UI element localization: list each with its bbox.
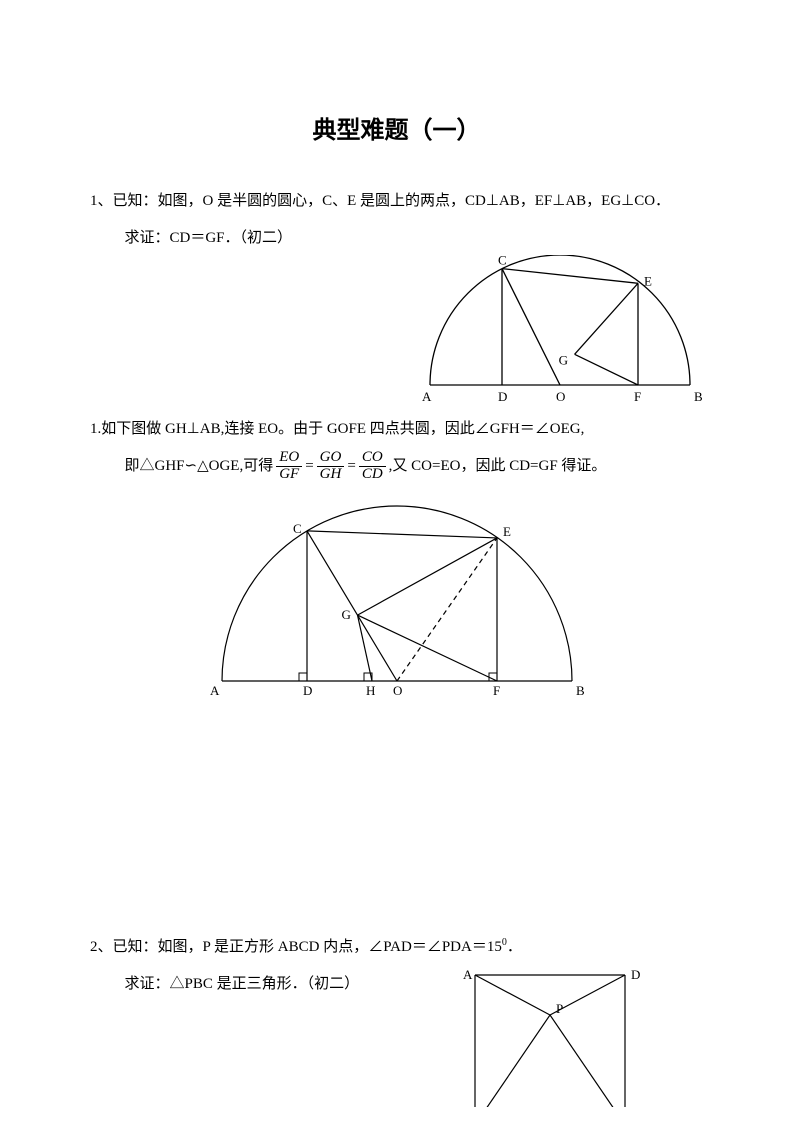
svg-text:H: H — [366, 683, 375, 698]
svg-text:G: G — [559, 352, 568, 367]
figure1-svg: A B O D F C E G — [410, 255, 710, 405]
p2-post: ． — [507, 939, 522, 955]
frac3-den: CD — [359, 467, 386, 483]
svg-text:A: A — [210, 683, 220, 698]
eq1: = — [305, 450, 313, 483]
frac2-den: GH — [317, 467, 345, 483]
page-title: 典型难题（一） — [90, 110, 703, 145]
svg-text:F: F — [493, 683, 500, 698]
svg-text:D: D — [631, 967, 640, 982]
svg-text:A: A — [463, 967, 473, 982]
figure3-svg: A D P — [460, 967, 640, 1107]
svg-text:O: O — [393, 683, 402, 698]
problem2-line1: 2、已知：如图，P 是正方形 ABCD 内点，∠PAD＝∠PDA＝150． — [90, 931, 703, 964]
svg-text:C: C — [293, 521, 302, 536]
solution1-line1: 1.如下图做 GH⊥AB,连接 EO。由于 GOFE 四点共圆，因此∠GFH＝∠… — [90, 413, 703, 446]
svg-text:E: E — [644, 273, 652, 288]
figure1-wrap: A B O D F C E G — [90, 255, 703, 405]
page: 典型难题（一） 1、已知：如图，O 是半圆的圆心，C、E 是圆上的两点，CD⊥A… — [0, 0, 793, 1122]
problem1-line2: 求证：CD＝GF．（初二） — [90, 222, 703, 255]
sol-post: ,又 CO=EO，因此 CD=GF 得证。 — [389, 450, 607, 483]
frac1-num: EO — [276, 450, 302, 466]
frac2-num: GO — [317, 450, 345, 466]
frac3-num: CO — [359, 450, 386, 466]
solution1-line2: 即△GHF∽△OGE,可得 EO GF = GO GH = CO CD ,又 C… — [90, 450, 703, 483]
svg-text:D: D — [303, 683, 312, 698]
svg-text:O: O — [556, 389, 565, 404]
svg-text:B: B — [694, 389, 703, 404]
svg-text:D: D — [498, 389, 507, 404]
problem1-line1: 1、已知：如图，O 是半圆的圆心，C、E 是圆上的两点，CD⊥AB，EF⊥AB，… — [90, 185, 703, 218]
svg-text:E: E — [503, 524, 511, 539]
frac1-den: GF — [276, 467, 302, 483]
svg-text:P: P — [556, 1001, 563, 1016]
sol-pre: 即△GHF∽△OGE,可得 — [125, 450, 274, 483]
eq2: = — [347, 450, 355, 483]
problem2-block: 2、已知：如图，P 是正方形 ABCD 内点，∠PAD＝∠PDA＝150． 求证… — [90, 931, 703, 1001]
frac2: GO GH — [317, 450, 345, 483]
svg-text:G: G — [341, 607, 350, 622]
svg-text:A: A — [422, 389, 432, 404]
frac3: CO CD — [359, 450, 386, 483]
svg-text:F: F — [634, 389, 641, 404]
figure2-svg: A B O D F H C E G — [197, 491, 597, 701]
svg-text:C: C — [498, 255, 507, 268]
frac1: EO GF — [276, 450, 302, 483]
p2-pre: 2、已知：如图，P 是正方形 ABCD 内点，∠PAD＝∠PDA＝15 — [90, 939, 502, 955]
svg-text:B: B — [576, 683, 585, 698]
